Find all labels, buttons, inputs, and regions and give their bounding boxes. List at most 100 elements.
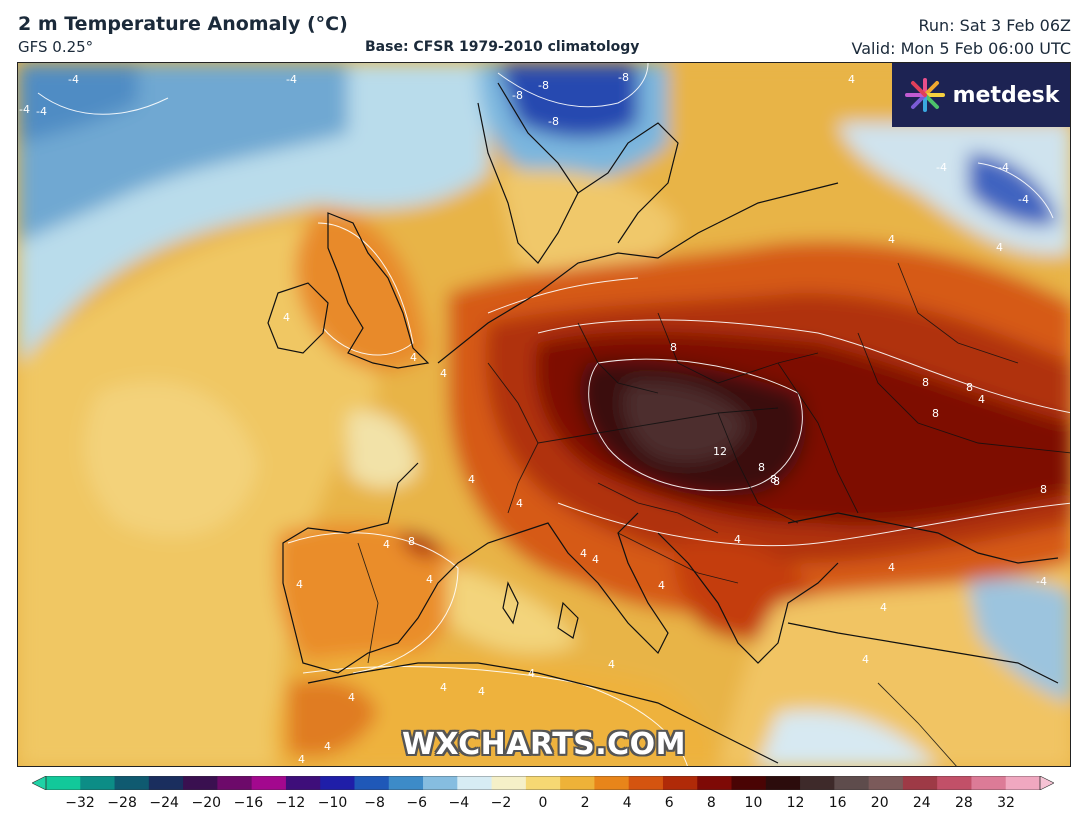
country-borders (357, 262, 1070, 766)
contour-label: 12 (713, 445, 727, 458)
contour-label: 4 (426, 573, 433, 586)
contour-label: 4 (296, 578, 303, 591)
contour-label: 4 (658, 579, 665, 592)
colorbar-segment (937, 776, 973, 790)
starburst-logo-icon (904, 78, 945, 112)
colorbar-tick: 6 (664, 795, 674, 811)
contour-label: 8 (670, 341, 677, 354)
colorbar-segment (697, 776, 733, 790)
contour-label: 4 (888, 233, 895, 246)
contour-label: -4 (286, 73, 297, 86)
colorbar-tick: 10 (744, 795, 763, 811)
colorbar-segment (971, 776, 1007, 790)
colorbar-segment (46, 776, 81, 790)
colorbar-tick: 12 (786, 795, 805, 811)
colorbar-segment (354, 776, 390, 790)
model-label: GFS 0.25° (18, 38, 94, 56)
colorbar-tick: −28 (107, 795, 137, 811)
colorbar-tick: 8 (706, 795, 716, 811)
colorbar-tick: −4 (448, 795, 470, 811)
contour-label: -4 (36, 105, 47, 118)
contour-label: 8 (758, 461, 765, 474)
contour-label: 8 (966, 381, 973, 394)
contour-label: 4 (468, 473, 475, 486)
colorbar-segment (525, 776, 561, 790)
colorbar-segment (148, 776, 184, 790)
colorbar-segment (388, 776, 424, 790)
contour-label: 4 (862, 653, 869, 666)
colorbar-segment (868, 776, 904, 790)
contour-label: 8 (408, 535, 415, 548)
colorbar-tick: −6 (406, 795, 428, 811)
colorbar-segment (765, 776, 801, 790)
contour-label: 4 (383, 538, 390, 551)
colorbar-tick: −2 (490, 795, 512, 811)
contour-label: 4 (580, 547, 587, 560)
contour-label: 4 (978, 393, 985, 406)
colorbar-segment (80, 776, 116, 790)
contour-label: 4 (410, 351, 417, 364)
run-time-label: Run: Sat 3 Feb 06Z (918, 16, 1071, 35)
anomaly-field (18, 63, 1070, 766)
contour-label: -4 (936, 161, 947, 174)
colorbar-min-arrow (32, 776, 47, 790)
contour-label: 4 (478, 685, 485, 698)
colorbar-segment (902, 776, 938, 790)
contour-label: 8 (770, 473, 777, 486)
colorbar-segment (594, 776, 630, 790)
contour-label: 4 (440, 681, 447, 694)
contour-label: -4 (68, 73, 79, 86)
anomaly-map: metdesk WXCHARTS.COM -4 -4 -4 -4 -8 -8 -8 -8 -4-… (17, 62, 1071, 767)
colorbar-segment (217, 776, 253, 790)
contour-label: 4 (888, 561, 895, 574)
contour-label: 8 (932, 407, 939, 420)
colorbar-tick: 4 (622, 795, 632, 811)
contour-label: -4 (19, 103, 30, 116)
colorbar-segment (320, 776, 356, 790)
colorbar-segment (251, 776, 287, 790)
contour-label: 4 (592, 553, 599, 566)
coastlines (267, 82, 1059, 764)
contour-label: 4 (880, 601, 887, 614)
contour-label: -4 (1036, 575, 1047, 588)
colorbar-tick: −32 (65, 795, 95, 811)
colorbar-tick: 32 (997, 795, 1015, 811)
contour-lines (37, 63, 1070, 766)
colorbar-segment (628, 776, 664, 790)
contour-label: 4 (283, 311, 290, 324)
contour-label: -8 (512, 89, 523, 102)
valid-time-label: Valid: Mon 5 Feb 06:00 UTC (851, 39, 1071, 58)
colorbar-tick: 20 (870, 795, 889, 811)
colorbar-segment (662, 776, 698, 790)
contour-label: 8 (1040, 483, 1047, 496)
chart-title: 2 m Temperature Anomaly (°C) (18, 13, 348, 35)
colorbar-tick: −16 (233, 795, 264, 811)
contour-label: 4 (324, 740, 331, 753)
contour-label: 4 (996, 241, 1003, 254)
colorbar-segment (560, 776, 596, 790)
contour-label: 4 (848, 73, 855, 86)
colorbar-tick: 24 (912, 795, 931, 811)
colorbar-segment (1005, 776, 1041, 790)
colorbar-segment (183, 776, 218, 790)
colorbar-segment (800, 776, 835, 790)
contour-label: 4 (348, 691, 355, 704)
colorbar-segment (114, 776, 150, 790)
logo-text: metdesk (952, 82, 1060, 108)
contour-label: 8 (922, 376, 929, 389)
colorbar-tick: −24 (149, 795, 179, 811)
contour-label: -8 (538, 79, 549, 92)
contour-label: 4 (440, 367, 447, 380)
contour-label: 4 (298, 753, 305, 766)
contour-label: -8 (618, 71, 629, 84)
colorbar-segment (491, 776, 527, 790)
colorbar-tick: 2 (580, 795, 590, 811)
contour-label: -4 (1018, 193, 1029, 206)
watermark: WXCHARTS.COM (401, 727, 687, 762)
contour-label: 4 (516, 497, 523, 510)
colorbar-max-arrow (1039, 776, 1054, 790)
colorbar-segment (731, 776, 767, 790)
contour-label: -4 (998, 161, 1009, 174)
colorbar-segment (834, 776, 870, 790)
colorbar-tick: 0 (538, 795, 548, 811)
